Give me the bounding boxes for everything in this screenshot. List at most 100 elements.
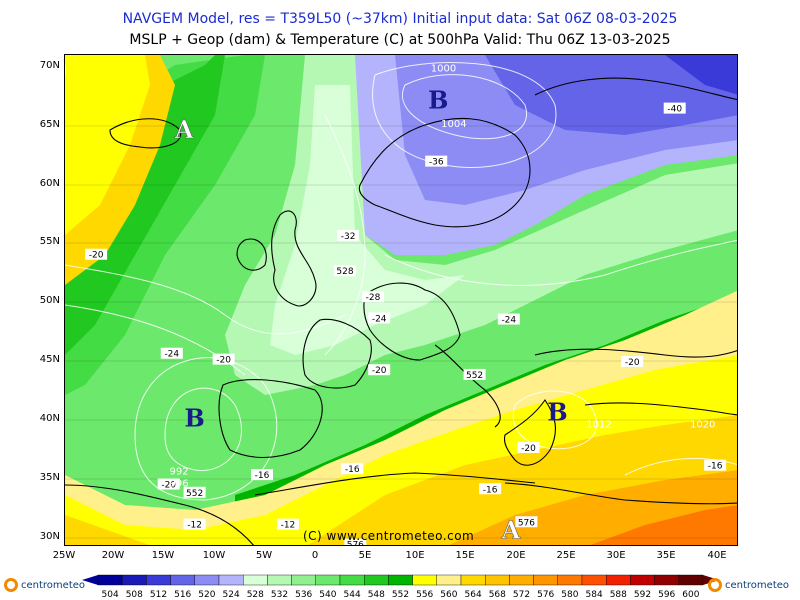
low-pressure-marker-2: B: [184, 404, 204, 433]
temp-label-15: -16: [704, 459, 727, 472]
legend-label-7: 532: [271, 590, 288, 600]
geop-label-3: 576: [515, 516, 538, 528]
legend-labels: 504 508 512 516 520 524 528 532 536 540 544 548 552 5…: [102, 590, 700, 600]
lon-label-25w: 25W: [52, 550, 76, 561]
lat-label-50n: 50N: [39, 295, 60, 306]
temp-field-yellow-sw: [65, 515, 150, 545]
temp-label-12: -16: [251, 469, 274, 481]
svg-text:-28: -28: [366, 293, 381, 303]
logo-right: centrometeo: [708, 574, 789, 596]
logo-left: centrometeo: [4, 574, 85, 596]
temp-field-yellow-nw-inner: [65, 55, 150, 235]
lon-label-5w: 5W: [255, 550, 273, 561]
legend-swatch-19: [557, 574, 583, 586]
header-title-line2: MSLP + Geop (dam) & Temperature (C) at 5…: [129, 32, 671, 48]
legend-swatch-13: [412, 574, 438, 586]
legend-arrow-left-icon: [82, 575, 98, 585]
legend-swatches: [82, 574, 719, 586]
svg-text:528: 528: [336, 267, 353, 277]
lon-label-25e: 25E: [556, 550, 576, 561]
coastlines: [65, 77, 737, 545]
lat-label-40n: 40N: [39, 413, 60, 424]
logo-right-text: centrometeo: [725, 579, 790, 591]
legend-label-9: 540: [319, 590, 336, 600]
legend-swatch-8: [291, 574, 317, 586]
svg-text:-20: -20: [161, 481, 176, 491]
svg-text:-24: -24: [501, 316, 516, 326]
svg-text:-16: -16: [345, 465, 360, 475]
legend-swatch-20: [581, 574, 607, 586]
temp-label-13: -16: [341, 463, 364, 475]
isobar-label-2: 1012: [586, 419, 611, 430]
lat-label-30n: 30N: [39, 531, 60, 542]
temp-label-4: -24: [368, 312, 391, 324]
lon-label-15e: 15E: [455, 550, 475, 561]
svg-text:-20: -20: [89, 251, 104, 261]
legend-label-0: 504: [102, 590, 119, 600]
isobar-label-0: 1000: [431, 64, 456, 75]
legend-swatch-3: [170, 574, 196, 586]
lat-label-65n: 65N: [39, 119, 60, 130]
geop-label-5: 576: [344, 538, 367, 545]
temp-field-dark-orange: [590, 505, 737, 545]
isobar-label-4: 992: [170, 467, 189, 478]
legend-label-20: 584: [586, 590, 603, 600]
legend-label-6: 528: [247, 590, 264, 600]
svg-text:-12: -12: [281, 521, 296, 531]
legend-label-8: 536: [295, 590, 312, 600]
temp-label-0: -40: [663, 102, 686, 115]
legend-label-24: 600: [682, 590, 699, 600]
legend-label-14: 560: [440, 590, 457, 600]
lon-label-20w: 20W: [101, 550, 125, 561]
legend-swatch-2: [146, 574, 171, 586]
svg-text:-16: -16: [483, 485, 498, 495]
legend-label-17: 572: [513, 590, 530, 600]
legend-swatch-12: [388, 574, 413, 586]
logo-ring-icon: [708, 578, 722, 592]
lon-label-5e: 5E: [358, 550, 372, 561]
svg-text:552: 552: [186, 489, 203, 499]
legend-swatch-7: [267, 574, 292, 586]
legend-swatch-22: [630, 574, 655, 586]
temp-label-7: -20: [368, 364, 391, 376]
temp-label-2: -32: [337, 229, 360, 242]
svg-text:-20: -20: [625, 358, 640, 368]
lon-label-10w: 10W: [202, 550, 226, 561]
geop-label-0: 528: [333, 265, 356, 277]
logo-ring-icon: [4, 578, 18, 592]
temp-label-11: -20: [517, 442, 540, 454]
legend-swatch-0: [97, 574, 123, 586]
svg-text:-16: -16: [708, 462, 723, 472]
legend-label-4: 520: [198, 590, 215, 600]
legend-label-15: 564: [465, 590, 482, 600]
svg-text:552: 552: [466, 371, 483, 381]
legend-swatch-6: [242, 574, 268, 586]
lat-label-35n: 35N: [39, 472, 60, 483]
low-pressure-marker-1: B: [428, 85, 448, 114]
temp-field-palest-green: [270, 85, 465, 355]
svg-text:576: 576: [518, 518, 535, 528]
legend-swatch-18: [533, 574, 558, 586]
map-labels-layer: -40 -36 -32 -28 -24 -24 -20 -20 -20 -24 -20 -20 -16 -…: [65, 64, 727, 545]
temp-label-5: -24: [160, 347, 183, 360]
geop-label-1: 552: [463, 368, 486, 381]
credit-text: (C) www.centrometeo.com: [303, 529, 475, 543]
legend-label-16: 568: [489, 590, 506, 600]
legend-swatch-17: [509, 574, 534, 586]
temp-field-purple-dark: [485, 55, 737, 135]
header-title-line1: NAVGEM Model, res = T359L50 (~37km) Init…: [122, 11, 678, 27]
legend-label-12: 552: [392, 590, 409, 600]
lat-label-70n: 70N: [39, 60, 60, 71]
temp-label-10: -20: [621, 355, 644, 368]
legend-label-19: 580: [561, 590, 578, 600]
temp-field-deep-blue: [665, 55, 737, 95]
legend-swatch-9: [315, 574, 341, 586]
legend-label-11: 548: [368, 590, 385, 600]
lon-label-15w: 15W: [151, 550, 175, 561]
low-pressure-marker-3: B: [547, 398, 567, 427]
graticule: [65, 125, 737, 539]
legend-swatch-23: [654, 574, 679, 586]
isobar-label-5: 996: [170, 478, 189, 489]
legend-label-10: 544: [344, 590, 361, 600]
lon-label-20e: 20E: [506, 550, 526, 561]
